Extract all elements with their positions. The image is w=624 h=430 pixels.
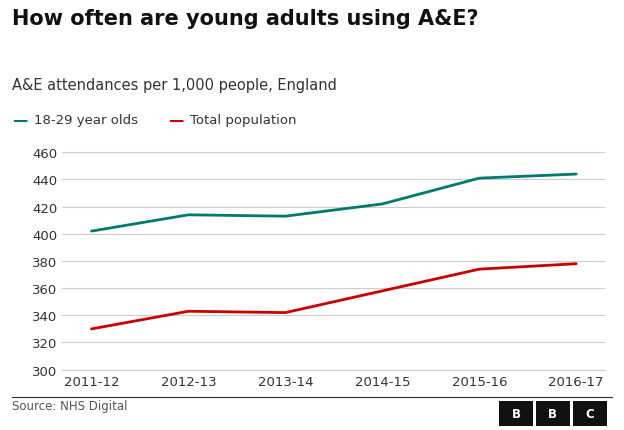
Text: Total population: Total population: [190, 114, 297, 127]
Text: C: C: [585, 407, 594, 420]
Text: B: B: [548, 407, 557, 420]
Text: Source: NHS Digital: Source: NHS Digital: [12, 399, 128, 412]
Text: B: B: [512, 407, 520, 420]
Text: —: —: [168, 113, 184, 128]
Text: 18-29 year olds: 18-29 year olds: [34, 114, 139, 127]
Text: —: —: [12, 113, 28, 128]
Text: A&E attendances per 1,000 people, England: A&E attendances per 1,000 people, Englan…: [12, 77, 338, 92]
Text: How often are young adults using A&E?: How often are young adults using A&E?: [12, 9, 479, 28]
